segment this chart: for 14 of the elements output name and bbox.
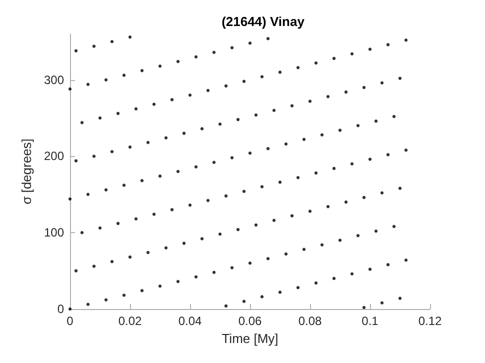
y-tick-label: 100 <box>44 226 64 240</box>
x-axis-title: Time [My] <box>222 330 278 346</box>
x-tick-label: 0.06 <box>238 314 262 328</box>
x-tick-label: 0.12 <box>418 314 442 328</box>
x-tick-label: 0.04 <box>178 314 202 328</box>
x-tick-label: 0.02 <box>118 314 142 328</box>
y-axis-title: σ [degrees] <box>19 138 34 204</box>
x-tick-label: 0.08 <box>298 314 322 328</box>
chart-title: (21644) Vinay <box>222 14 306 29</box>
x-tick-label: 0 <box>66 314 74 328</box>
y-tick-label: 300 <box>44 72 64 87</box>
y-tick-label: 200 <box>44 149 64 164</box>
y-tick-label: 0 <box>57 302 64 316</box>
x-tick-label: 0.1 <box>362 314 379 328</box>
